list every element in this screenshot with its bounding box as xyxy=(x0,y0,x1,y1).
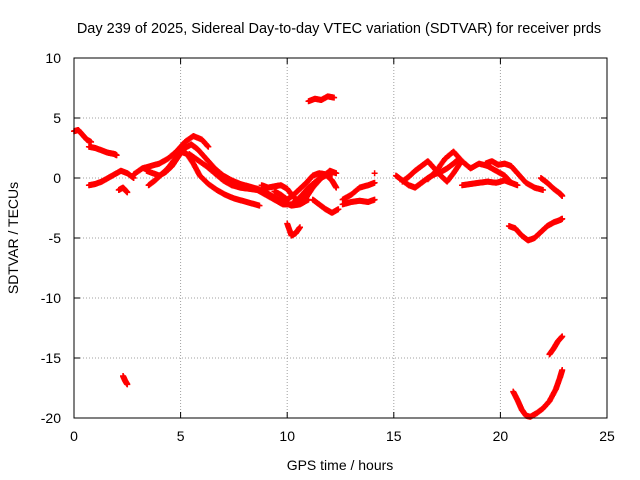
series-arc-17 xyxy=(371,170,378,177)
series-arc-23 xyxy=(505,215,566,244)
data-point xyxy=(124,381,131,388)
y-tick-label: -10 xyxy=(41,290,61,306)
y-tick-label: -20 xyxy=(41,410,61,426)
series-arc-13 xyxy=(305,93,338,105)
data-point xyxy=(296,224,303,231)
data-point xyxy=(371,170,378,177)
data-point xyxy=(371,196,378,203)
data-point xyxy=(540,187,547,193)
data-point xyxy=(335,206,342,213)
data-point xyxy=(508,179,515,186)
data-point xyxy=(514,182,521,189)
series-arc-04 xyxy=(115,184,131,196)
x-tick-label: 20 xyxy=(493,428,509,444)
data-point xyxy=(333,170,340,177)
y-tick-label: 10 xyxy=(45,50,61,66)
grid-lines xyxy=(74,58,607,418)
data-point xyxy=(113,152,120,159)
series-arc-15 xyxy=(339,179,378,203)
x-tick-label: 25 xyxy=(599,428,615,444)
series-arc-02 xyxy=(85,143,120,159)
x-tick-label: 15 xyxy=(386,428,402,444)
series-arc-25 xyxy=(546,333,566,358)
series-arc-12 xyxy=(284,220,303,239)
data-point xyxy=(88,139,95,145)
data-point xyxy=(559,333,566,340)
y-axis-label: SDTVAR / TECUs xyxy=(5,182,21,294)
series-arc-24 xyxy=(537,175,566,199)
data-point xyxy=(559,193,566,199)
x-axis-label: GPS time / hours xyxy=(287,457,394,473)
x-tick-label: 0 xyxy=(70,428,78,444)
series-arc-08 xyxy=(145,148,263,209)
data-point xyxy=(124,189,131,196)
series-arc-05 xyxy=(120,373,131,388)
data-point xyxy=(559,367,566,373)
y-tick-label: -5 xyxy=(49,230,62,246)
data-points xyxy=(71,93,566,420)
y-tick-label: 5 xyxy=(53,110,61,126)
data-point xyxy=(205,143,212,150)
series-arc-14 xyxy=(309,196,342,216)
series-arc-22 xyxy=(482,158,547,193)
data-point xyxy=(333,184,340,191)
series-arc-11 xyxy=(271,170,340,203)
data-point xyxy=(331,94,338,101)
series-arc-16 xyxy=(339,196,378,208)
data-point xyxy=(256,202,263,209)
series-arc-21 xyxy=(459,177,515,189)
y-tick-label: -15 xyxy=(41,350,61,366)
series-arc-26 xyxy=(510,367,566,420)
x-tick-label: 10 xyxy=(279,428,295,444)
axis-ticks: 0 5 10 15 20 25 -20 -15 -10 -5 0 5 10 xyxy=(41,50,615,444)
y-tick-label: 0 xyxy=(53,170,61,186)
data-point xyxy=(559,215,566,222)
chart-title: Day 239 of 2025, Sidereal Day-to-day VTE… xyxy=(77,21,601,37)
series-arc-03 xyxy=(85,167,137,189)
series-arc-06 xyxy=(130,133,212,178)
data-point xyxy=(371,179,378,186)
x-tick-label: 5 xyxy=(177,428,185,444)
